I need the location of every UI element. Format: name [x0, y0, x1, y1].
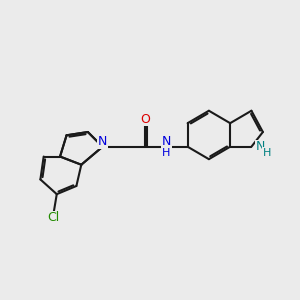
Text: Cl: Cl	[47, 211, 60, 224]
Text: H: H	[263, 148, 271, 158]
Text: H: H	[162, 148, 170, 158]
Text: O: O	[140, 113, 150, 126]
Text: N: N	[98, 135, 107, 148]
Text: N: N	[255, 140, 265, 153]
Text: N: N	[162, 135, 171, 148]
